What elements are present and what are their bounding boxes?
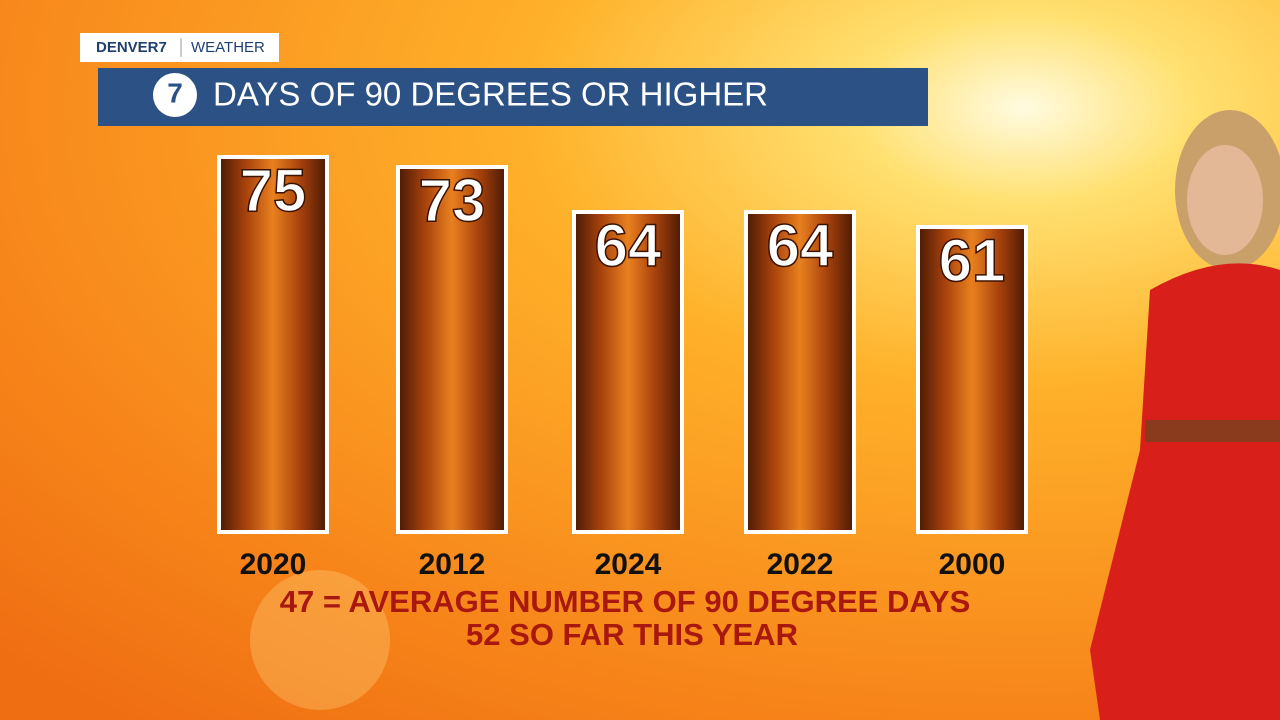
title-banner bbox=[98, 68, 928, 126]
annotation: 52 SO FAR THIS YEAR bbox=[466, 617, 798, 652]
value-label: 64 bbox=[767, 212, 834, 279]
value-label: 75 bbox=[240, 157, 307, 224]
station: DENVER7 bbox=[96, 39, 167, 56]
bar bbox=[916, 225, 1028, 534]
x-tick-label: 2000 bbox=[939, 548, 1006, 581]
lens-flare bbox=[250, 570, 390, 710]
annotation: 47 = AVERAGE NUMBER OF 90 DEGREE DAYS bbox=[280, 584, 971, 619]
x-tick-label: 2020 bbox=[240, 548, 307, 581]
bar bbox=[396, 165, 508, 534]
bar bbox=[572, 210, 684, 534]
presenter bbox=[1090, 110, 1280, 720]
value-label: 64 bbox=[595, 212, 662, 279]
brand-tag bbox=[80, 33, 279, 62]
x-tick-label: 2022 bbox=[767, 548, 834, 581]
value-label: 73 bbox=[419, 167, 486, 234]
logo bbox=[153, 73, 197, 117]
x-tick-label: 2024 bbox=[595, 548, 662, 581]
section: WEATHER bbox=[191, 39, 265, 56]
logo-number: 7 bbox=[167, 77, 183, 108]
value-label: 61 bbox=[939, 227, 1006, 294]
x-tick-label: 2012 bbox=[419, 548, 486, 581]
chart-title: DAYS OF 90 DEGREES OR HIGHER bbox=[213, 76, 768, 113]
bar bbox=[744, 210, 856, 534]
bar bbox=[217, 155, 329, 534]
